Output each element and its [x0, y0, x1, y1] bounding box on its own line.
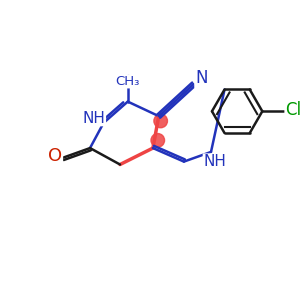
Text: NH: NH — [82, 111, 105, 126]
Text: NH: NH — [203, 154, 226, 169]
Text: CH₃: CH₃ — [116, 75, 140, 88]
Text: Cl: Cl — [285, 101, 300, 119]
Text: O: O — [48, 147, 62, 165]
Circle shape — [154, 114, 167, 128]
Text: N: N — [195, 69, 208, 87]
Circle shape — [151, 134, 164, 147]
